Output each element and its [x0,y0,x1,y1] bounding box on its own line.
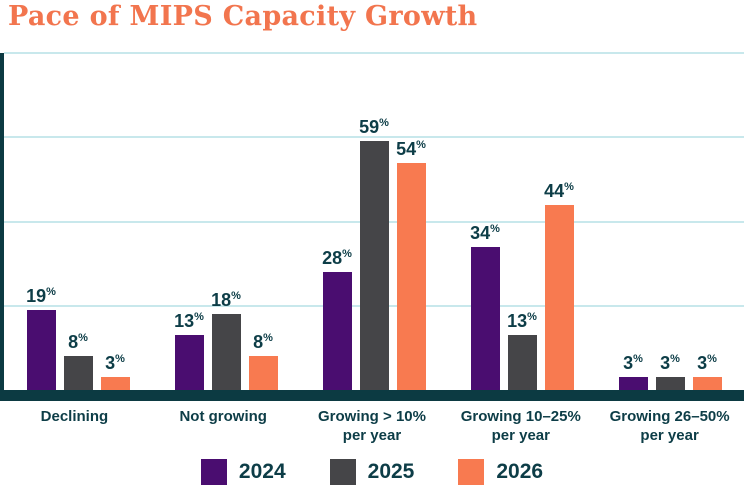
bar-value-label: 44% [544,181,574,201]
bar [63,356,93,390]
bar-value-label: 3% [697,353,717,373]
bar [211,314,241,390]
legend-swatch [458,459,485,485]
gridline [4,136,744,139]
x-axis-label: Not growing [179,408,267,425]
bar-chart: 19% 8% 3% 13% 18% 8% 28% 59% 54% 34% 13% 44% 3% 3% 3% … [0,52,744,446]
bar-value-label: 54% [396,139,426,159]
percent-sign: % [46,286,56,298]
bar-unit: 3% [655,353,685,390]
bar-unit: 3% [692,353,722,390]
bar [248,356,278,390]
gridline [4,52,744,54]
bar-value-label: 18% [211,290,241,310]
legend-label: 2024 [238,460,286,483]
percent-sign: % [379,117,389,129]
bar [396,163,426,390]
percent-sign: % [78,332,88,344]
bar-group: 19% 8% 3% [4,53,152,390]
percent-sign: % [633,353,643,365]
legend-item: 2024 [200,459,286,485]
bar-unit: 18% [211,290,241,390]
legend-label: 2026 [496,460,544,483]
bar-value-label: 3% [105,353,125,373]
bar-group: 13% 18% 8% [152,53,300,390]
bar-unit: 3% [618,353,648,390]
percent-sign: % [342,248,352,260]
bar-value-label: 13% [174,311,204,331]
bar-unit: 3% [100,353,130,390]
percent-sign: % [707,353,717,365]
bar [655,377,685,390]
legend-label: 2025 [367,460,415,483]
bar-unit: 54% [396,139,426,390]
bar-group: 3% 3% 3% [596,53,744,390]
x-axis-label: Growing 26–50% per year [609,408,730,444]
legend-swatch [200,459,227,485]
legend-item: 2026 [458,459,543,485]
bar-value-label: 59% [359,117,389,137]
bar-value-label: 19% [26,286,56,306]
bar [507,335,537,390]
percent-sign: % [527,311,537,323]
bar-unit: 8% [63,332,93,390]
x-axis-line [0,390,744,401]
bar-unit: 8% [248,332,278,390]
bar [322,272,352,390]
percent-sign: % [416,139,426,151]
bar-value-label: 3% [623,353,643,373]
bar [544,205,574,390]
percent-sign: % [115,353,125,365]
bar-unit: 13% [174,311,204,390]
x-axis-label: Growing 10–25% per year [460,408,581,444]
bar-value-label: 13% [507,311,537,331]
bar [100,377,130,390]
legend: 2024 2025 2026 [0,459,744,485]
bar [359,141,389,390]
bar-unit: 44% [544,181,574,390]
bar [26,310,56,390]
bar-value-label: 3% [660,353,680,373]
x-axis-label: Growing > 10% per year [318,408,426,444]
bar-unit: 34% [470,223,500,390]
bar [618,377,648,390]
legend-item: 2025 [329,459,415,485]
bar-value-label: 8% [253,332,273,352]
legend-swatch [329,459,356,485]
bar [692,377,722,390]
bar-value-label: 8% [68,332,88,352]
x-axis-labels: Declining Not growing Growing > 10% per ye… [0,408,744,446]
bar-unit: 13% [507,311,537,390]
percent-sign: % [263,332,273,344]
bar-group: 28% 59% 54% [300,53,448,390]
percent-sign: % [231,290,241,302]
percent-sign: % [194,311,204,323]
chart-title: Pace of MIPS Capacity Growth [8,1,478,32]
bar-unit: 19% [26,286,56,390]
bar-group: 34% 13% 44% [448,53,596,390]
bar [174,335,204,390]
bar [470,247,500,390]
percent-sign: % [670,353,680,365]
percent-sign: % [490,223,500,235]
bar-value-label: 34% [470,223,500,243]
percent-sign: % [564,181,574,193]
bar-value-label: 28% [322,248,352,268]
x-axis-label: Declining [40,408,109,425]
bar-unit: 28% [322,248,352,390]
bar-unit: 59% [359,117,389,390]
plot-area: 19% 8% 3% 13% 18% 8% 28% 59% 54% 34% 13% 44% 3% 3% 3% [0,52,744,390]
